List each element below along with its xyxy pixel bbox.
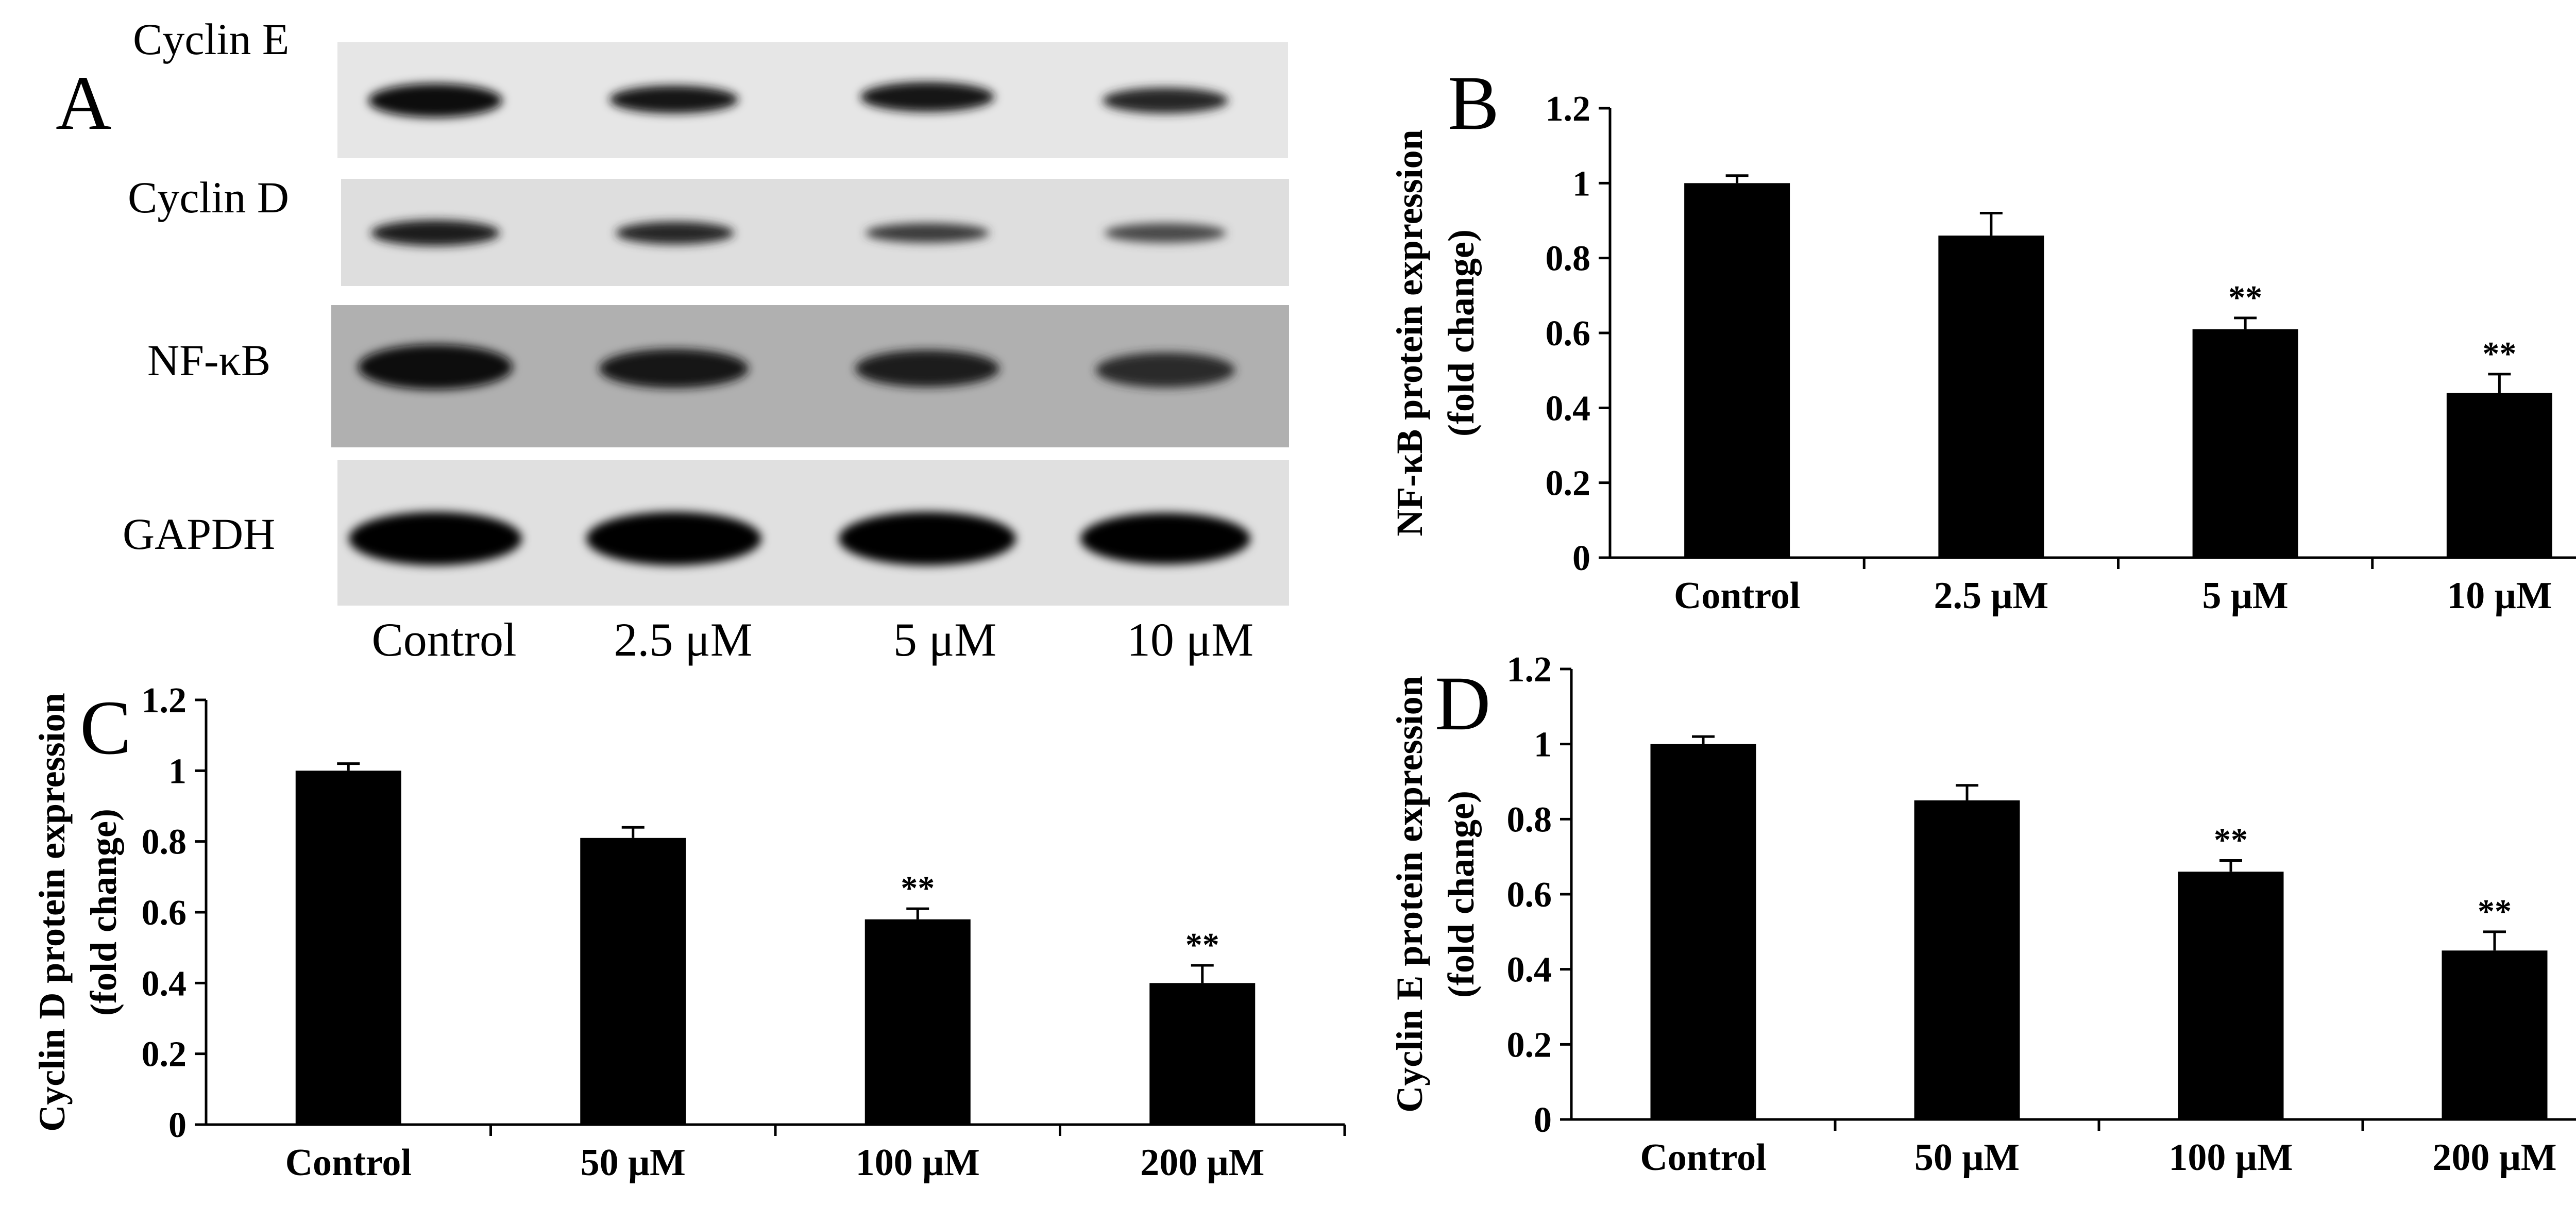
y-tick-label: 0.4 bbox=[142, 964, 187, 1003]
band bbox=[860, 82, 994, 112]
lane-label: 5 μM bbox=[893, 613, 996, 666]
band bbox=[1103, 88, 1228, 113]
y-tick-label: 0.6 bbox=[1546, 314, 1591, 354]
y-tick-label: 0 bbox=[1572, 539, 1590, 578]
blot-label-gapdh: GAPDH bbox=[123, 509, 275, 559]
y-tick-label: 0.4 bbox=[1546, 389, 1591, 428]
x-category-label: 50 μM bbox=[581, 1142, 686, 1184]
x-category-label: 100 μM bbox=[856, 1142, 980, 1184]
band bbox=[855, 350, 999, 387]
band bbox=[599, 349, 749, 388]
bar bbox=[1684, 183, 1790, 558]
y-tick-label: 0.8 bbox=[1507, 800, 1552, 840]
x-category-label: 100 μM bbox=[2168, 1136, 2293, 1179]
y-tick-label: 0.8 bbox=[1546, 239, 1591, 279]
band bbox=[349, 512, 522, 565]
y-tick-label: 1 bbox=[1534, 725, 1552, 765]
y-tick-label: 1.2 bbox=[1507, 650, 1552, 690]
bar bbox=[1938, 236, 2044, 558]
bar bbox=[1914, 800, 2020, 1119]
y-tick-label: 0.2 bbox=[1546, 464, 1591, 504]
band bbox=[616, 222, 734, 244]
band bbox=[371, 220, 500, 246]
bar bbox=[2442, 950, 2548, 1119]
band bbox=[358, 344, 513, 390]
bar bbox=[2192, 329, 2298, 558]
y-axis-label: NF-κB protein expression (fold change) bbox=[1389, 129, 1482, 536]
significance-marker: ** bbox=[2478, 893, 2512, 930]
y-axis-label: Cyclin D protein expression (fold change) bbox=[31, 693, 124, 1131]
y-tick-label: 0.4 bbox=[1507, 950, 1552, 990]
y-tick-label: 1.2 bbox=[142, 681, 187, 721]
panel-letter-b: B bbox=[1448, 60, 1499, 146]
y-tick-label: 0.6 bbox=[142, 893, 187, 933]
significance-marker: ** bbox=[1185, 926, 1219, 964]
band bbox=[609, 86, 738, 113]
bar-chart-c: C 0 0.2 0.4 0.6 0.8 1 1.2 Control 50 μM ** 100 μM **… bbox=[31, 681, 1346, 1184]
bar bbox=[295, 771, 401, 1125]
y-axis-label: Cyclin E protein expression (fold change) bbox=[1389, 676, 1482, 1112]
lane-label: 2.5 μM bbox=[614, 613, 752, 666]
bar bbox=[2178, 872, 2284, 1119]
x-category-label: 5 μM bbox=[2202, 575, 2288, 617]
y-tick-label: 0 bbox=[1534, 1100, 1552, 1140]
band bbox=[866, 223, 989, 243]
bar bbox=[2446, 393, 2552, 558]
x-category-label: Control bbox=[285, 1142, 412, 1184]
western-blot-panel: A bbox=[56, 14, 1289, 666]
significance-marker: ** bbox=[2482, 335, 2516, 373]
bar-chart-b: B 0 0.2 0.4 0.6 0.8 1 1.2 Control 2.5 μM ** 5 μM ** 1… bbox=[1389, 60, 2576, 617]
band bbox=[368, 83, 502, 118]
bar-charts: B 0 0.2 0.4 0.6 0.8 1 1.2 Control 2.5 μM ** 5 μM ** 1… bbox=[31, 60, 2576, 1184]
band bbox=[839, 512, 1016, 565]
y-tick-label: 1 bbox=[1572, 164, 1590, 204]
x-category-label: Control bbox=[1674, 575, 1800, 617]
panel-letter-c: C bbox=[80, 685, 131, 771]
y-tick-label: 1.2 bbox=[1546, 89, 1591, 129]
bar bbox=[1650, 744, 1756, 1119]
significance-marker: ** bbox=[2228, 279, 2262, 316]
bar bbox=[580, 838, 686, 1125]
bar-chart-d: D 0 0.2 0.4 0.6 0.8 1 1.2 Control 50 μM ** 100 μM **… bbox=[1389, 650, 2576, 1179]
panel-letter-d: D bbox=[1435, 661, 1490, 746]
blot-label-nfkb: NF-κB bbox=[147, 336, 270, 385]
bar bbox=[865, 919, 971, 1125]
x-category-label: Control bbox=[1640, 1136, 1766, 1179]
significance-marker: ** bbox=[901, 869, 935, 907]
band bbox=[1080, 513, 1250, 564]
y-tick-label: 0.6 bbox=[1507, 875, 1552, 915]
x-category-label: 200 μM bbox=[1140, 1142, 1264, 1184]
panel-letter-a: A bbox=[56, 60, 111, 146]
bar bbox=[1149, 983, 1256, 1125]
band bbox=[1105, 223, 1226, 243]
band bbox=[586, 512, 761, 565]
lane-label: 10 μM bbox=[1127, 613, 1253, 666]
x-category-label: 50 μM bbox=[1914, 1136, 2020, 1179]
band bbox=[1096, 353, 1235, 388]
lane-label: Control bbox=[371, 613, 516, 666]
y-tick-label: 0.2 bbox=[142, 1035, 187, 1075]
x-category-label: 2.5 μM bbox=[1934, 575, 2048, 617]
y-tick-label: 0.2 bbox=[1507, 1025, 1552, 1065]
significance-marker: ** bbox=[2214, 821, 2248, 859]
y-tick-label: 1 bbox=[168, 751, 187, 791]
x-category-label: 10 μM bbox=[2447, 575, 2552, 617]
x-category-label: 200 μM bbox=[2432, 1136, 2556, 1179]
y-tick-label: 0 bbox=[168, 1106, 187, 1145]
blot-label-cyclin-d: Cyclin D bbox=[128, 173, 289, 222]
blot-label-cyclin-e: Cyclin E bbox=[133, 14, 289, 64]
y-tick-label: 0.8 bbox=[142, 823, 187, 862]
